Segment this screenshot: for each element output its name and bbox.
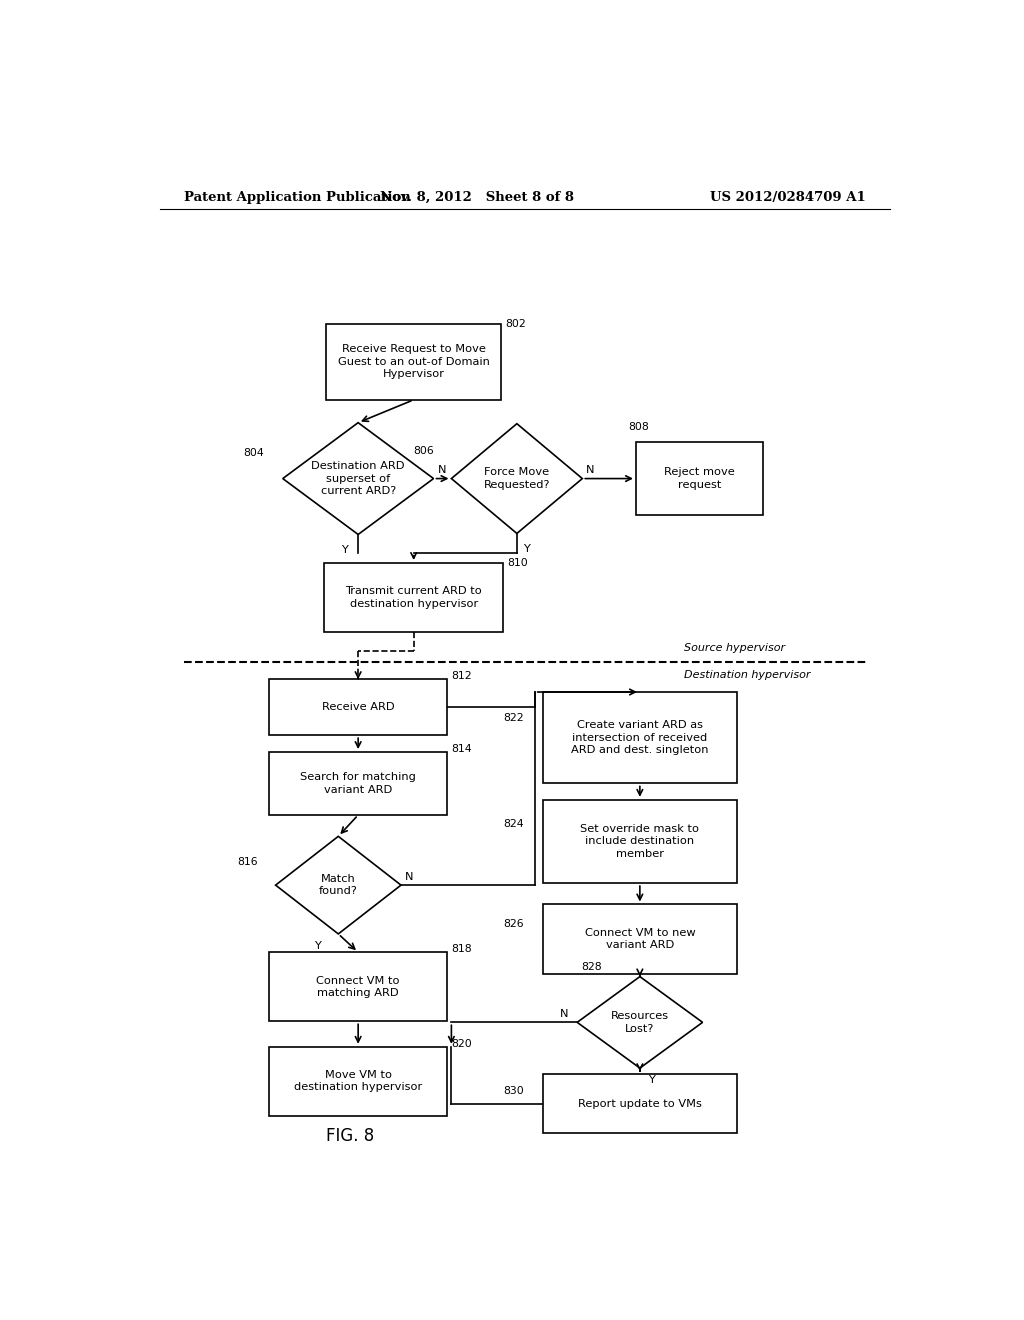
Text: Receive Request to Move
Guest to an out-of Domain
Hypervisor: Receive Request to Move Guest to an out-… [338,345,489,379]
Bar [543,800,737,883]
Polygon shape [283,422,433,535]
Text: N: N [587,466,595,475]
Bar [543,904,737,974]
Text: 822: 822 [503,713,523,722]
Bar [269,1047,447,1115]
Text: Move VM to
destination hypervisor: Move VM to destination hypervisor [294,1071,422,1093]
Text: 808: 808 [628,422,649,432]
Text: 828: 828 [582,961,602,972]
Text: 802: 802 [505,318,525,329]
Text: Report update to VMs: Report update to VMs [578,1098,701,1109]
Text: Resources
Lost?: Resources Lost? [610,1011,669,1034]
Text: 806: 806 [414,446,434,457]
Text: 824: 824 [503,820,523,829]
Text: Transmit current ARD to
destination hypervisor: Transmit current ARD to destination hype… [345,586,482,609]
Text: Match
found?: Match found? [318,874,357,896]
Polygon shape [452,424,583,533]
Text: Source hypervisor: Source hypervisor [684,643,784,653]
Text: Y: Y [341,545,347,554]
Bar [543,692,737,784]
Text: Destination ARD
superset of
current ARD?: Destination ARD superset of current ARD? [311,461,404,496]
Text: Connect VM to new
variant ARD: Connect VM to new variant ARD [585,928,695,950]
Text: N: N [404,873,414,882]
Text: 820: 820 [452,1039,472,1049]
Bar [325,562,503,632]
Text: Nov. 8, 2012   Sheet 8 of 8: Nov. 8, 2012 Sheet 8 of 8 [380,190,574,203]
Text: Y: Y [314,941,322,952]
Text: 826: 826 [503,919,523,929]
Text: 812: 812 [452,672,472,681]
Text: Set override mask to
include destination
member: Set override mask to include destination… [581,824,699,859]
Text: N: N [560,1010,568,1019]
Text: Create variant ARD as
intersection of received
ARD and dest. singleton: Create variant ARD as intersection of re… [571,721,709,755]
Text: 830: 830 [503,1085,523,1096]
Text: Search for matching
variant ARD: Search for matching variant ARD [300,772,416,795]
Text: Force Move
Requested?: Force Move Requested? [483,467,550,490]
Bar [543,1074,737,1133]
Text: 810: 810 [507,558,527,568]
Bar [636,442,763,515]
Text: 816: 816 [238,857,258,867]
Polygon shape [578,977,702,1068]
Text: Receive ARD: Receive ARD [322,702,394,713]
Text: Y: Y [648,1076,654,1085]
Bar [269,952,447,1022]
Text: N: N [437,466,446,475]
Text: 814: 814 [452,744,472,754]
Text: 818: 818 [452,944,472,954]
Bar [269,752,447,814]
Text: Patent Application Publication: Patent Application Publication [183,190,411,203]
Bar [327,323,501,400]
Text: FIG. 8: FIG. 8 [326,1127,375,1146]
Text: Reject move
request: Reject move request [664,467,735,490]
Text: Y: Y [523,544,530,553]
Text: 804: 804 [243,449,264,458]
Polygon shape [275,837,401,935]
Bar [269,680,447,735]
Text: Destination hypervisor: Destination hypervisor [684,669,810,680]
Text: Connect VM to
matching ARD: Connect VM to matching ARD [316,975,400,998]
Text: US 2012/0284709 A1: US 2012/0284709 A1 [711,190,866,203]
